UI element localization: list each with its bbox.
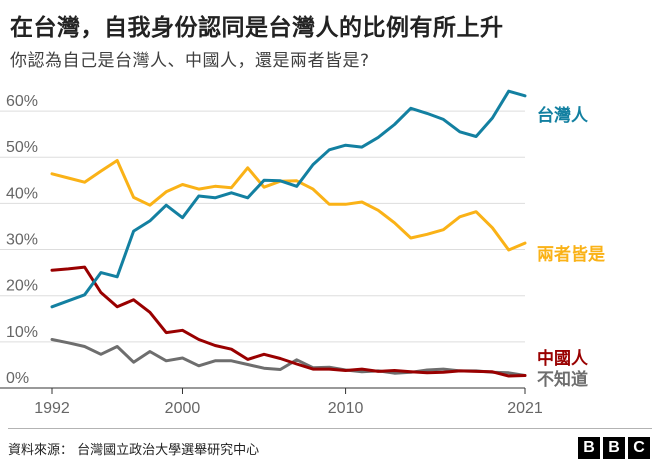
logo-letter: B (603, 437, 625, 459)
x-tick-label: 1992 (34, 400, 70, 417)
y-tick-label: 30% (6, 232, 38, 249)
x-tick-label: 2021 (507, 400, 543, 417)
y-axis-ticks: 0% 10% 20% 30% 40% 50% 60% (6, 93, 38, 387)
bbc-logo: B B C (578, 437, 650, 459)
logo-letter: B (578, 437, 600, 459)
y-tick-label: 0% (6, 370, 29, 387)
x-tick-label: 2010 (328, 400, 364, 417)
y-tick-label: 50% (6, 139, 38, 156)
y-tick-label: 20% (6, 278, 38, 295)
series-label: 中國人 (537, 348, 589, 369)
series-line (50, 89, 527, 309)
series-label: 不知道 (537, 369, 588, 390)
x-axis-ticks: 1992 2000 2010 2021 (34, 388, 543, 417)
series-line (50, 338, 527, 377)
footer-divider (8, 428, 652, 429)
x-tick-label: 2000 (165, 400, 201, 417)
chart-title: 在台灣，自我身份認同是台灣人的比例有所上升 (10, 15, 504, 41)
chart-subtitle: 你認為自己是台灣人、中國人，還是兩者皆是? (10, 51, 370, 71)
line-chart: 0% 10% 20% 30% 40% 50% 60% 1992 2000 2010 2021 台灣… (0, 89, 605, 417)
series-label: 台灣人 (537, 105, 589, 126)
y-tick-label: 60% (6, 93, 38, 110)
y-tick-label: 40% (6, 185, 38, 202)
series-label: 兩者皆是 (537, 244, 605, 265)
gridlines (0, 110, 525, 389)
y-tick-label: 10% (6, 324, 38, 341)
series-line (50, 265, 527, 378)
logo-letter: C (628, 437, 650, 459)
series-lines (50, 89, 527, 378)
series-line (50, 159, 527, 252)
source-note: 資料來源： 台灣國立政治大學選舉研究中心 (8, 443, 260, 458)
